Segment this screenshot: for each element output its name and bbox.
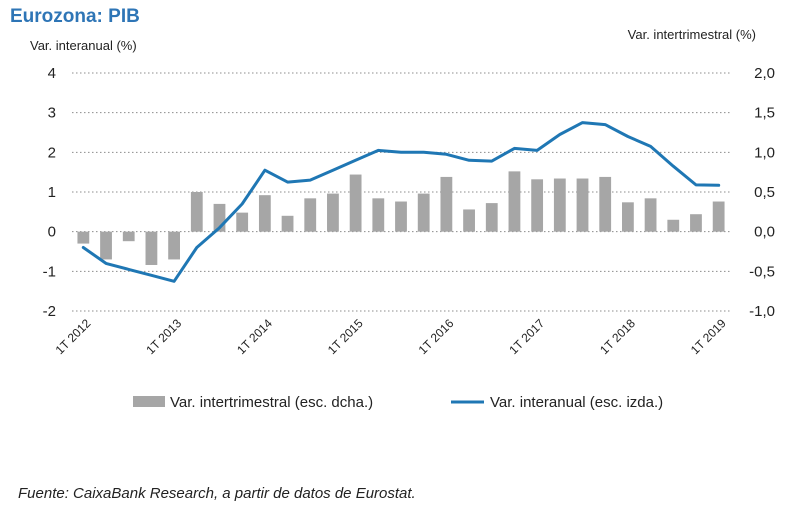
left-tick-label: -1: [43, 263, 56, 280]
x-tick-label: 1T 2019: [688, 316, 729, 357]
left-tick-label: 2: [48, 144, 56, 161]
x-tick-label: 1T 2015: [325, 316, 366, 357]
bar: [553, 178, 566, 232]
line-series: [81, 121, 721, 283]
bar: [463, 209, 475, 232]
right-tick-label: 0,0: [754, 224, 775, 241]
chart-title: Eurozona: PIB: [10, 6, 140, 27]
bar: [599, 176, 612, 232]
right-tick-label: -1,0: [749, 303, 775, 320]
bar: [395, 201, 407, 232]
source-note: Fuente: CaixaBank Research, a partir de …: [18, 485, 416, 502]
bar: [236, 212, 249, 232]
right-tick-label: 2,0: [754, 65, 775, 82]
right-axis-label: Var. intertrimestral (%): [627, 27, 756, 42]
x-tick-label: 1T 2016: [416, 316, 457, 357]
bar: [349, 174, 362, 232]
x-tick-label: 1T 2017: [506, 316, 547, 357]
bar: [621, 202, 634, 232]
bar: [122, 231, 135, 242]
bar: [258, 195, 271, 232]
x-tick-label: 1T 2018: [597, 316, 638, 357]
bar: [190, 192, 203, 232]
left-tick-label: 3: [48, 105, 56, 122]
bar: [417, 193, 430, 232]
bar: [77, 231, 90, 244]
left-tick-label: -2: [43, 303, 56, 320]
bar: [667, 219, 680, 232]
bar: [100, 231, 112, 260]
bar: [712, 201, 725, 232]
legend-swatch-bars: [133, 396, 165, 407]
bar: [576, 178, 589, 232]
bar-series: [77, 171, 725, 265]
left-tick-label: 0: [48, 224, 56, 241]
bar: [690, 214, 702, 232]
bar: [644, 198, 657, 232]
left-axis-ticks: 4 3 2 1 0 -1 -2: [43, 65, 56, 320]
bar: [145, 231, 158, 265]
right-axis-ticks: 2,0 1,5 1,0 0,5 0,0 -0,5 -1,0: [749, 65, 775, 320]
left-tick-label: 4: [48, 65, 56, 82]
bar: [304, 198, 317, 232]
right-tick-label: 1,5: [754, 105, 775, 122]
right-tick-label: 0,5: [754, 184, 775, 201]
bar: [168, 231, 181, 260]
left-tick-label: 1: [48, 184, 56, 201]
right-tick-label: -0,5: [749, 263, 775, 280]
x-tick-label: 1T 2013: [143, 316, 184, 357]
x-tick-label: 1T 2014: [234, 316, 275, 357]
bar: [440, 176, 453, 232]
series-line: [81, 121, 721, 283]
bar: [327, 193, 339, 232]
bar: [531, 179, 544, 232]
legend-label-bars: Var. intertrimestral (esc. dcha.): [170, 394, 373, 411]
right-tick-label: 1,0: [754, 144, 775, 161]
bar: [372, 198, 385, 232]
x-axis-ticks: 1T 2012 1T 2013 1T 2014 1T 2015 1T 2016 1T 20…: [53, 316, 729, 357]
bar: [213, 203, 226, 232]
gridlines: [72, 72, 730, 312]
legend-label-line: Var. interanual (esc. izda.): [490, 394, 663, 411]
bar: [281, 215, 294, 232]
bar: [508, 171, 521, 232]
left-axis-label: Var. interanual (%): [30, 38, 137, 53]
legend: Var. intertrimestral (esc. dcha.) Var. i…: [133, 394, 663, 411]
bar: [485, 203, 498, 232]
x-tick-label: 1T 2012: [53, 316, 94, 357]
